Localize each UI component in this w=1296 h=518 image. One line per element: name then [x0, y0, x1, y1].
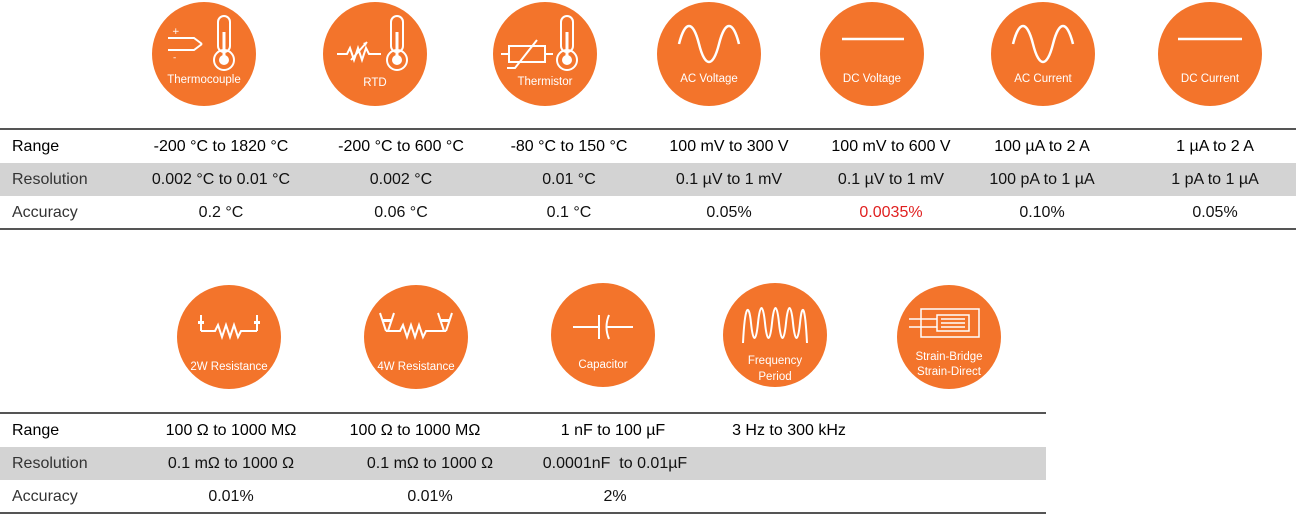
4w-resistance-label: 4W Resistance [377, 361, 455, 373]
range-frequency: 3 Hz to 300 kHz [732, 422, 846, 439]
thermocouple-circle: + - Thermocouple [152, 2, 256, 106]
accuracy-thermistor: 0.1 °C [546, 204, 592, 221]
rtd-circle: RTD [323, 2, 427, 106]
capacitor-icon [573, 314, 633, 340]
range-2w-resistance: 100 Ω to 1000 MΩ [165, 422, 297, 439]
thermocouple-icon: + - [168, 15, 235, 71]
range-rtd: -200 °C to 600 °C [338, 138, 464, 155]
strain-bridge-label: Strain-Bridge [915, 351, 983, 363]
row-label-accuracy: Accuracy [12, 204, 78, 221]
range-dc-voltage: 100 mV to 600 V [831, 138, 951, 155]
resolution-dc-current: 1 pA to 1 µA [1171, 171, 1259, 188]
frequency-label: Frequency [747, 355, 803, 367]
range-ac-voltage: 100 mV to 300 V [669, 138, 789, 155]
accuracy-4w-resistance: 0.01% [407, 488, 453, 505]
ac-voltage-icon [677, 24, 741, 64]
row-label-range: Range [12, 422, 60, 439]
range-dc-current: 1 µA to 2 A [1176, 138, 1254, 155]
resolution-2w-resistance: 0.1 mΩ to 1000 Ω [167, 455, 295, 472]
ac-voltage-circle: AC Voltage [657, 2, 761, 106]
table-row-accuracy: Accuracy 0.01% 0.01% 2% [0, 480, 1046, 513]
accuracy-capacitor: 2% [603, 488, 627, 505]
capacitor-label: Capacitor [578, 359, 628, 371]
resolution-dc-voltage: 0.1 µV to 1 mV [837, 171, 945, 188]
accuracy-dc-current: 0.05% [1192, 204, 1238, 221]
resolution-thermocouple: 0.002 °C to 0.01 °C [151, 171, 291, 188]
2w-resistance-icon [198, 315, 260, 341]
resolution-rtd: 0.002 °C [369, 171, 433, 188]
row-label-resolution: Resolution [12, 455, 88, 472]
resolution-capacitor: 0.0001nF to 0.01µF [542, 455, 688, 472]
4w-resistance-icon [379, 312, 453, 341]
svg-text:-: - [173, 53, 176, 63]
ac-voltage-label: AC Voltage [680, 73, 738, 85]
2w-resistance-circle: 2W Resistance [177, 285, 281, 389]
row-label-range: Range [12, 138, 60, 155]
resolution-ac-current: 100 pA to 1 µA [989, 171, 1095, 188]
accuracy-2w-resistance: 0.01% [208, 488, 254, 505]
rtd-icon [337, 15, 408, 71]
table-row-range: Range -200 °C to 1820 °C -200 °C to 600 … [0, 130, 1296, 163]
resolution-4w-resistance: 0.1 mΩ to 1000 Ω [366, 455, 494, 472]
2w-resistance-label: 2W Resistance [190, 361, 268, 373]
frequency-icon [742, 307, 808, 344]
table-row-accuracy: Accuracy 0.2 °C 0.06 °C 0.1 °C 0.05% 0.0… [0, 196, 1296, 229]
row-label-resolution: Resolution [12, 171, 88, 188]
table-top-bottom-border [0, 228, 1296, 230]
frequency-circle: Frequency Period [723, 283, 827, 387]
range-capacitor: 1 nF to 100 µF [560, 422, 666, 439]
table-row-resolution: Resolution 0.002 °C to 0.01 °C 0.002 °C … [0, 163, 1296, 196]
svg-text:+: + [172, 27, 180, 37]
table-bottom-border [0, 412, 1046, 414]
thermistor-icon [501, 15, 578, 71]
range-4w-resistance: 100 Ω to 1000 MΩ [349, 422, 481, 439]
table-top-border [0, 128, 1296, 130]
table-row-resolution: Resolution 0.1 mΩ to 1000 Ω 0.1 mΩ to 10… [0, 447, 1046, 480]
4w-resistance-circle: 4W Resistance [364, 285, 468, 389]
table-bottom-bottom-border [0, 512, 1046, 514]
thermistor-label: Thermistor [517, 76, 573, 88]
range-thermistor: -80 °C to 150 °C [510, 138, 628, 155]
table-row-range: Range 100 Ω to 1000 MΩ 100 Ω to 1000 MΩ … [0, 414, 1046, 447]
accuracy-ac-voltage: 0.05% [706, 204, 752, 221]
rtd-label: RTD [363, 77, 387, 89]
dc-current-circle: DC Current [1158, 2, 1262, 106]
dc-voltage-label: DC Voltage [842, 73, 902, 85]
accuracy-ac-current: 0.10% [1019, 204, 1065, 221]
ac-current-label: AC Current [1014, 73, 1072, 85]
strain-icon [909, 308, 980, 338]
range-ac-current: 100 µA to 2 A [994, 138, 1090, 155]
period-label: Period [758, 371, 792, 383]
dc-voltage-icon [842, 37, 904, 41]
dc-voltage-circle: DC Voltage [820, 2, 924, 106]
thermistor-circle: Thermistor [493, 2, 597, 106]
accuracy-thermocouple: 0.2 °C [198, 204, 244, 221]
resolution-thermistor: 0.01 °C [542, 171, 596, 188]
dc-current-icon [1178, 37, 1242, 41]
ac-current-icon [1011, 24, 1075, 64]
accuracy-rtd: 0.06 °C [374, 204, 428, 221]
resolution-ac-voltage: 0.1 µV to 1 mV [675, 171, 783, 188]
dc-current-label: DC Current [1180, 73, 1240, 85]
range-thermocouple: -200 °C to 1820 °C [153, 138, 289, 155]
accuracy-dc-voltage: 0.0035% [859, 204, 923, 221]
row-label-accuracy: Accuracy [12, 488, 78, 505]
strain-direct-label: Strain-Direct [917, 366, 981, 378]
ac-current-circle: AC Current [991, 2, 1095, 106]
thermocouple-label: Thermocouple [167, 74, 241, 86]
strain-circle: Strain-Bridge Strain-Direct [897, 285, 1001, 389]
capacitor-circle: Capacitor [551, 283, 655, 387]
